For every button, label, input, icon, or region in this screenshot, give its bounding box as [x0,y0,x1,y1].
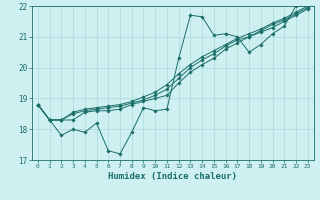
X-axis label: Humidex (Indice chaleur): Humidex (Indice chaleur) [108,172,237,181]
